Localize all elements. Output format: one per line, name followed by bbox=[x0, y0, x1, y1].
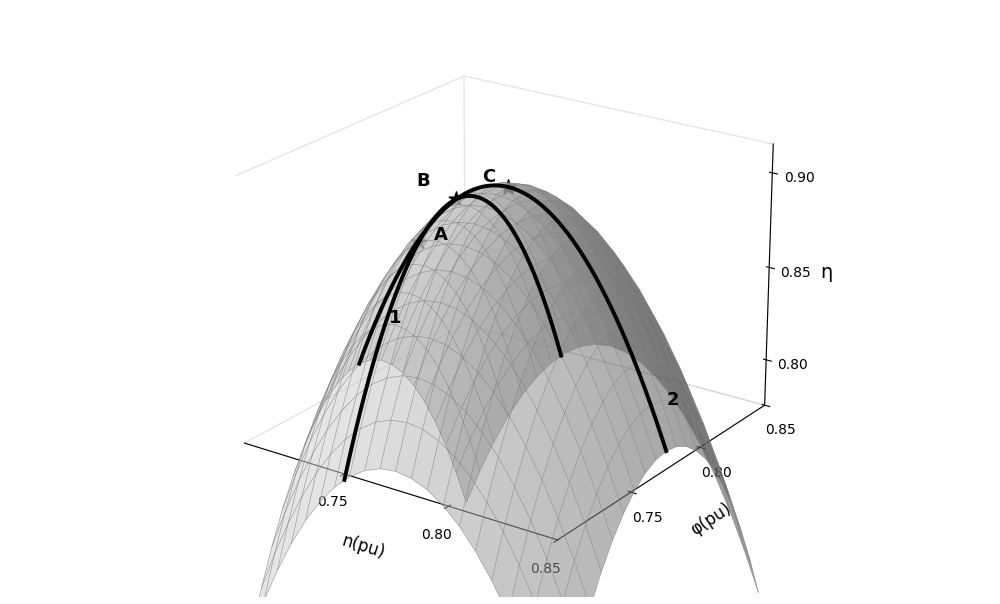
Y-axis label: φ(pu): φ(pu) bbox=[687, 500, 735, 539]
X-axis label: n(pu): n(pu) bbox=[339, 532, 387, 562]
